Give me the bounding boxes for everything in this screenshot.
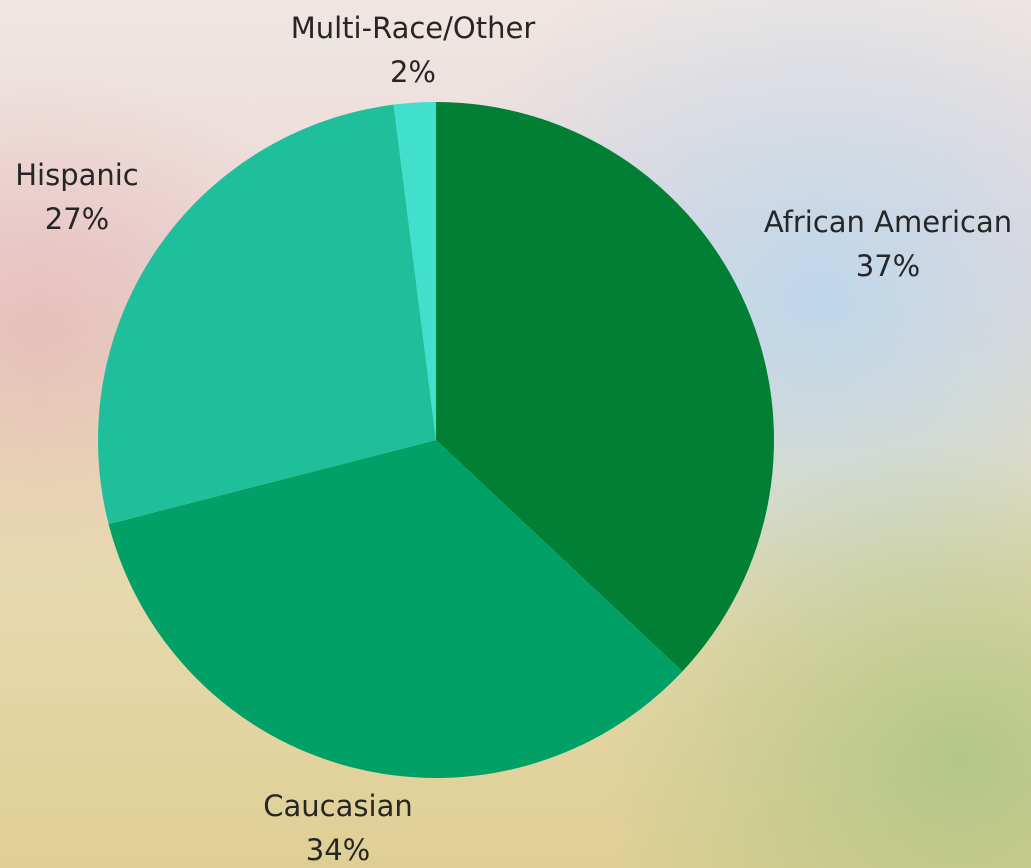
slice-label: African American [764,205,1012,239]
slice-label: Multi-Race/Other [291,11,536,45]
slice-value-label: 34% [306,833,370,867]
slice-value-label: 27% [45,202,109,236]
slice-label: Hispanic [15,158,139,192]
slice-value-label: 2% [390,55,436,89]
chart: African American 37% Caucasian 34% Hispanic 2… [0,0,1031,868]
slice-value-label: 37% [856,249,920,283]
slice-label: Caucasian [263,789,412,823]
page: {"chart_data": {"type": "pie", "categori… [0,0,1031,868]
